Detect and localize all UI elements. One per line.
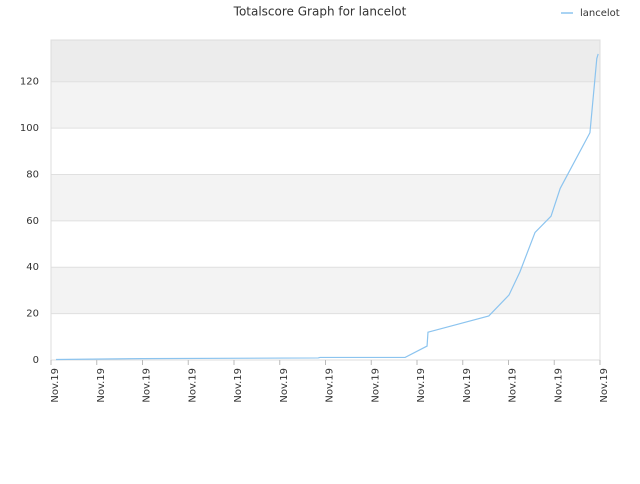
x-tick-label: Nov.19 xyxy=(508,368,519,403)
plot-band xyxy=(51,313,600,360)
y-tick-label: 80 xyxy=(26,169,39,180)
x-tick-label: Nov.19 xyxy=(279,368,290,403)
x-tick-label: Nov.19 xyxy=(96,368,107,403)
plot-band xyxy=(51,220,600,268)
plot-band xyxy=(51,81,600,129)
plot-band xyxy=(51,40,600,82)
plot-band xyxy=(51,128,600,175)
x-tick-label: Nov.19 xyxy=(553,368,564,403)
x-tick-label: Nov.19 xyxy=(325,368,336,403)
y-tick-label: 40 xyxy=(26,262,39,273)
plot-band xyxy=(51,267,600,314)
x-tick-label: Nov.19 xyxy=(370,368,381,403)
plot-band xyxy=(51,174,600,221)
line-series xyxy=(56,53,599,361)
y-tick-label: 60 xyxy=(26,216,39,227)
x-tick-label: Nov.19 xyxy=(187,368,198,403)
x-tick-label: Nov.19 xyxy=(142,368,153,403)
x-tick-label: Nov.19 xyxy=(462,368,473,403)
legend-label: lancelot xyxy=(580,8,620,19)
x-tick-label: Nov.19 xyxy=(50,368,61,403)
chart-title: Totalscore Graph for lancelot xyxy=(233,5,407,19)
x-tick-label: Nov.19 xyxy=(233,368,244,403)
x-tick-label: Nov.19 xyxy=(416,368,427,403)
y-tick-label: 100 xyxy=(20,123,39,134)
x-tick-label: Nov.19 xyxy=(599,368,610,403)
y-tick-label: 0 xyxy=(33,355,39,366)
y-tick-label: 120 xyxy=(20,77,39,88)
y-tick-label: 20 xyxy=(26,309,39,320)
